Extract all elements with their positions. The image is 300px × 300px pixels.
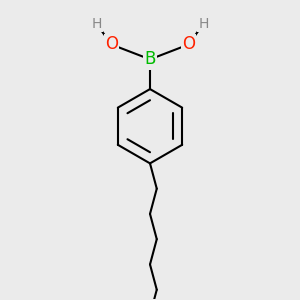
Text: H: H [198, 17, 209, 31]
Text: O: O [182, 35, 195, 53]
Text: O: O [105, 35, 118, 53]
Text: H: H [91, 17, 102, 31]
Text: B: B [144, 50, 156, 68]
